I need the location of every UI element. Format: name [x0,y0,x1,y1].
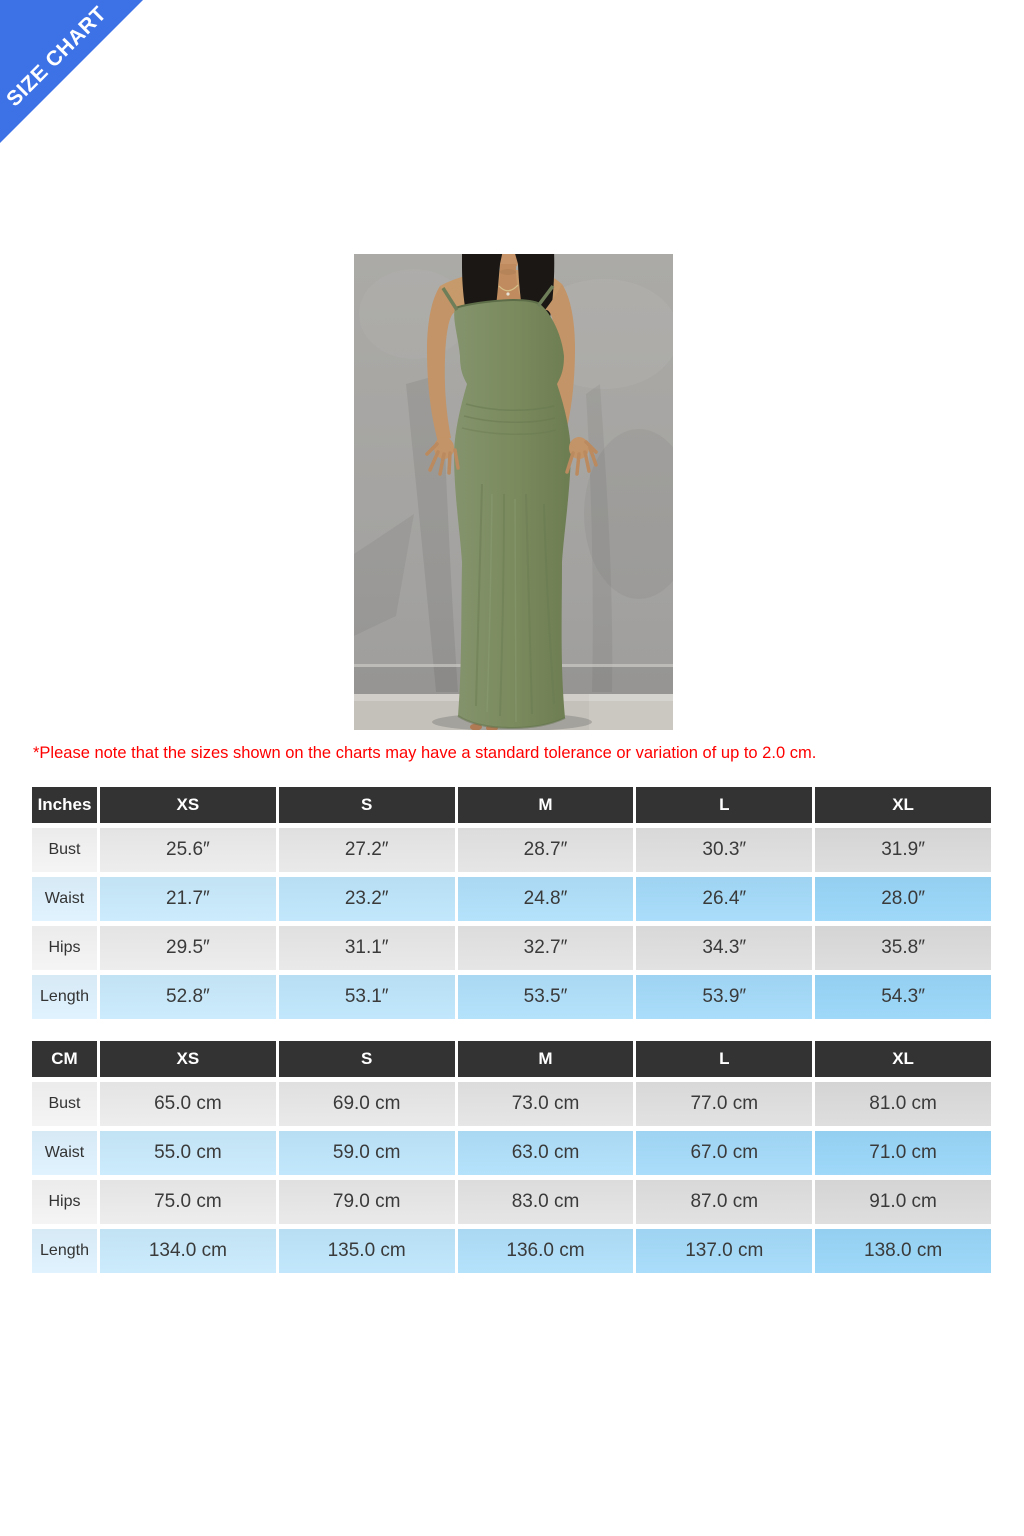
measurement-label-cell: Bust [32,828,97,872]
size-header-cell: L [636,1041,813,1077]
measurement-value-cell: 81.0 cm [815,1082,991,1126]
measurement-label-cell: Length [32,1229,97,1273]
measurement-value-cell: 83.0 cm [457,1180,634,1224]
model-figure [425,254,598,730]
measurement-label-cell: Waist [32,1131,97,1175]
measurement-value-cell: 28.7″ [457,828,634,872]
measurement-value-cell: 87.0 cm [636,1180,813,1224]
size-header-cell: S [278,787,455,823]
measurement-value-cell: 136.0 cm [457,1229,634,1273]
necklace [498,284,519,292]
neckline [454,298,541,309]
measurement-value-cell: 67.0 cm [636,1131,813,1175]
strap-right [536,284,555,308]
measurement-value-cell: 28.0″ [815,877,991,921]
measurement-value-cell: 30.3″ [636,828,813,872]
measurement-value-cell: 31.1″ [278,926,455,970]
measurement-value-cell: 55.0 cm [100,1131,276,1175]
measurement-value-cell: 35.8″ [815,926,991,970]
size-header-cell: M [457,787,634,823]
measurement-value-cell: 21.7″ [100,877,276,921]
size-header-cell: XL [815,1041,991,1077]
measurement-value-cell: 138.0 cm [815,1229,991,1273]
measurement-label-cell: Length [32,975,97,1019]
measurement-value-cell: 59.0 cm [278,1131,455,1175]
measurement-value-cell: 31.9″ [815,828,991,872]
right-hand [565,437,598,476]
size-header-cell: M [457,1041,634,1077]
measurement-value-cell: 53.5″ [457,975,634,1019]
skirt-highlights [486,493,517,723]
left-hand [425,437,460,476]
measurement-label-cell: Hips [32,926,97,970]
product-photo [354,254,673,730]
size-header-cell: S [278,1041,455,1077]
measurement-value-cell: 52.8″ [100,975,276,1019]
measurement-label-cell: Hips [32,1180,97,1224]
measurement-value-cell: 53.9″ [636,975,813,1019]
dress [454,300,571,728]
size-header-cell: L [636,787,813,823]
measurement-value-cell: 79.0 cm [278,1180,455,1224]
neck [490,264,526,304]
measurement-label-cell: Waist [32,877,97,921]
size-header-cell: XL [815,787,991,823]
measurement-value-cell: 91.0 cm [815,1180,991,1224]
size-header-cell: XS [100,1041,276,1077]
measurement-value-cell: 23.2″ [278,877,455,921]
measurement-value-cell: 34.3″ [636,926,813,970]
measurement-label-cell: Bust [32,1082,97,1126]
measurement-value-cell: 63.0 cm [457,1131,634,1175]
measurement-value-cell: 25.6″ [100,828,276,872]
measurement-value-cell: 53.1″ [278,975,455,1019]
size-header-cell: XS [100,787,276,823]
left-arm [427,286,457,442]
measurement-value-cell: 75.0 cm [100,1180,276,1224]
measurement-value-cell: 77.0 cm [636,1082,813,1126]
inches-table: Inches XS S M L XL Bust 25.6″ 27.2″ 28.7″ 30.3″ 31.… [32,787,991,1019]
unit-header-cell: CM [32,1041,97,1077]
strap-left [441,287,459,311]
waist-folds [461,403,557,435]
measurement-value-cell: 69.0 cm [278,1082,455,1126]
measurement-value-cell: 26.4″ [636,877,813,921]
measurement-value-cell: 29.5″ [100,926,276,970]
measurement-value-cell: 27.2″ [278,828,455,872]
measurement-value-cell: 71.0 cm [815,1131,991,1175]
measurement-value-cell: 137.0 cm [636,1229,813,1273]
cm-table: CM XS S M L XL Bust 65.0 cm 69.0 cm 73.0 cm 77.0 c… [32,1041,991,1273]
measurement-value-cell: 32.7″ [457,926,634,970]
model-photo-illustration [354,254,673,730]
tolerance-note: *Please note that the sizes shown on the… [33,744,817,762]
corner-ribbon [0,0,143,143]
unit-header-cell: Inches [32,787,97,823]
measurement-value-cell: 54.3″ [815,975,991,1019]
measurement-value-cell: 135.0 cm [278,1229,455,1273]
measurement-value-cell: 134.0 cm [100,1229,276,1273]
skirt-folds [475,483,555,717]
measurement-value-cell: 24.8″ [457,877,634,921]
measurement-value-cell: 73.0 cm [457,1082,634,1126]
measurement-value-cell: 65.0 cm [100,1082,276,1126]
